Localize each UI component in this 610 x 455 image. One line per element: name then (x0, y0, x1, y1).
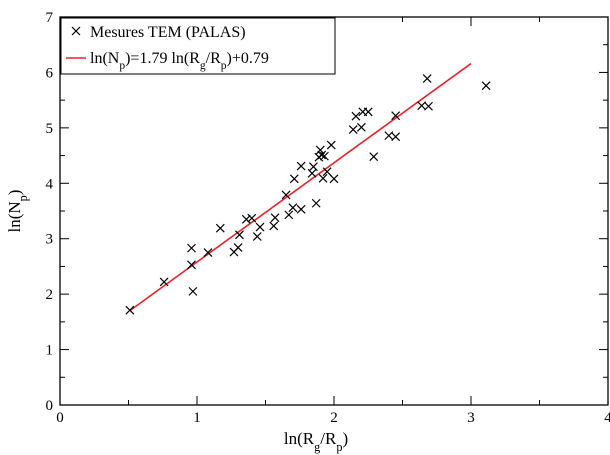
data-point (252, 232, 262, 241)
y-tick-label: 4 (46, 176, 54, 192)
y-tick-label: 7 (46, 10, 54, 26)
data-point (281, 190, 291, 200)
data-point (363, 107, 373, 117)
data-point (356, 122, 366, 132)
y-tick-label: 0 (46, 398, 54, 414)
y-axis-label: ln(Np) (5, 190, 30, 233)
legend-marker-x (71, 26, 81, 36)
axis-tick-labels: 0 1 2 3 4 0 1 2 3 4 5 6 7 (46, 10, 610, 426)
data-point (235, 230, 244, 240)
data-point (329, 174, 339, 184)
x-tick-label: 2 (330, 410, 338, 426)
x-tick-label: 3 (467, 410, 475, 426)
data-point (125, 305, 135, 315)
data-point (215, 223, 225, 233)
data-point (187, 260, 196, 270)
data-point (241, 214, 251, 224)
data-point (424, 101, 433, 111)
data-point (481, 81, 491, 91)
legend: Mesures TEM (PALAS) ln(Np)=1.79 ln(Rg/Rp… (60, 17, 336, 75)
data-point (188, 286, 198, 296)
data-point (296, 161, 306, 171)
data-point (422, 74, 432, 83)
data-point (269, 221, 279, 231)
data-point (391, 111, 401, 121)
data-point (296, 204, 306, 214)
data-point (247, 213, 257, 223)
y-tick-label: 6 (46, 65, 54, 81)
data-point (319, 151, 329, 161)
y-tick-label: 2 (46, 287, 54, 303)
y-tick-label: 3 (46, 232, 54, 248)
data-point (318, 173, 328, 183)
data-point (159, 277, 169, 287)
data-point (417, 101, 427, 111)
data-point (311, 198, 321, 208)
data-point (369, 152, 379, 162)
x-tick-label: 1 (193, 410, 201, 426)
y-tick-label: 5 (46, 121, 54, 137)
x-axis-label: ln(Rg/Rp) (284, 429, 348, 454)
data-point (351, 111, 361, 121)
data-point (315, 145, 325, 155)
data-point (233, 243, 243, 253)
x-tick-label: 4 (604, 410, 610, 426)
y-tick-label: 1 (46, 343, 54, 359)
fit-line-group (129, 62, 472, 312)
data-point (270, 213, 280, 223)
legend-label-fit: ln(Np)=1.79 ln(Rg/Rp)+0.79 (90, 50, 269, 72)
legend-box (60, 17, 336, 75)
data-point (309, 162, 318, 172)
data-point (326, 140, 336, 150)
data-point (187, 243, 196, 253)
x-tick-label: 0 (56, 410, 64, 426)
axis-ticks (59, 16, 609, 406)
data-point (203, 248, 213, 257)
data-point (348, 125, 358, 134)
fit-line (129, 62, 472, 312)
data-point (255, 222, 265, 232)
plot-frame (59, 16, 609, 406)
data-point (317, 150, 327, 160)
data-point (284, 210, 294, 220)
legend-label-measures: Mesures TEM (PALAS) (90, 24, 246, 41)
data-point (322, 167, 332, 177)
scatter-points (125, 74, 491, 315)
data-point (391, 132, 401, 142)
data-point (307, 168, 317, 178)
data-point (288, 203, 298, 213)
data-point (289, 174, 299, 184)
